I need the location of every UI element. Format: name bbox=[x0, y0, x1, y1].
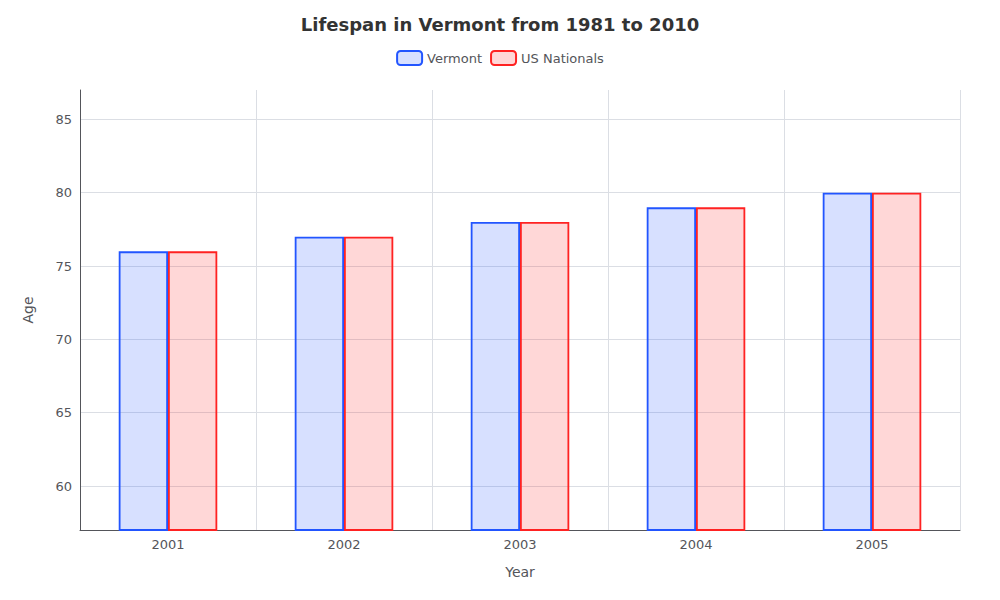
svg-text:2001: 2001 bbox=[151, 537, 184, 552]
svg-text:80: 80 bbox=[55, 185, 72, 200]
svg-text:2003: 2003 bbox=[503, 537, 536, 552]
svg-text:65: 65 bbox=[55, 405, 72, 420]
svg-text:US Nationals: US Nationals bbox=[521, 51, 604, 66]
svg-text:Vermont: Vermont bbox=[427, 51, 482, 66]
svg-text:Lifespan in Vermont from 1981: Lifespan in Vermont from 1981 to 2010 bbox=[301, 14, 699, 35]
svg-text:Year: Year bbox=[504, 564, 535, 580]
svg-text:2005: 2005 bbox=[855, 537, 888, 552]
svg-text:2002: 2002 bbox=[327, 537, 360, 552]
svg-text:Age: Age bbox=[20, 296, 36, 323]
svg-text:75: 75 bbox=[55, 259, 72, 274]
svg-text:85: 85 bbox=[55, 112, 72, 127]
svg-text:60: 60 bbox=[55, 479, 72, 494]
svg-text:2004: 2004 bbox=[679, 537, 712, 552]
svg-text:70: 70 bbox=[55, 332, 72, 347]
